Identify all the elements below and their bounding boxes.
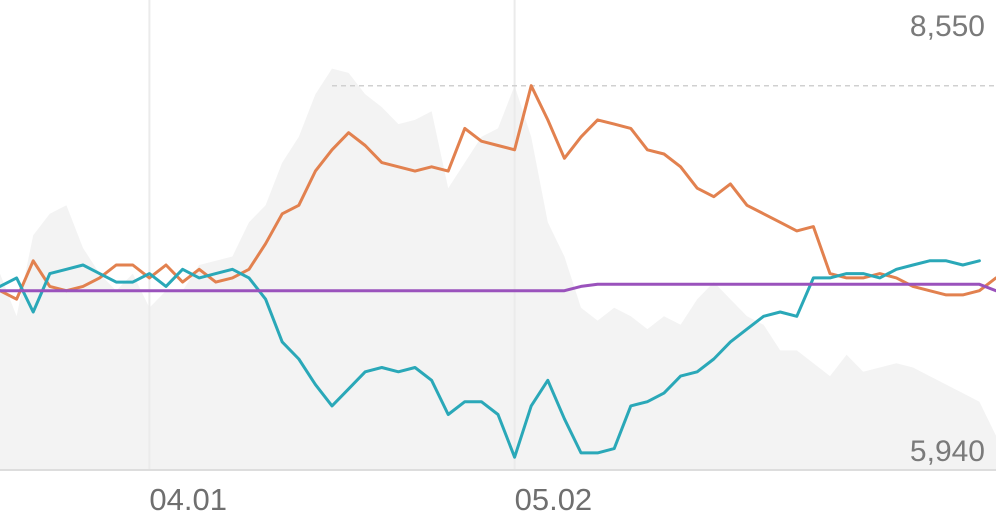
x-tick-label: 05.02 [515,482,593,517]
series-line-3 [0,282,996,293]
x-tick-label-layer: 04.01 05.02 [149,482,592,517]
series-line-2 [0,259,981,459]
x-tick-label: 04.01 [149,482,227,517]
background-area-layer [0,68,996,470]
min-value-label: 5,940 [910,435,985,468]
max-value-label: 8,550 [910,10,985,43]
gridline-layer [148,0,996,470]
series-layer [0,84,996,459]
series-line-1 [0,84,996,301]
background-area [0,68,996,470]
